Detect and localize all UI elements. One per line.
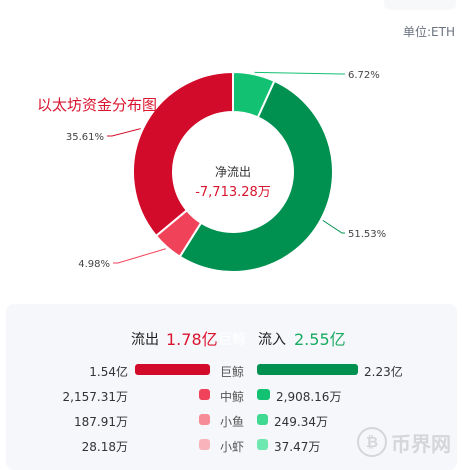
top-tab-stub [384, 0, 456, 10]
donut-slice [178, 79, 334, 273]
inflow-label: 流入 [258, 332, 286, 348]
outflow-value: 2,157.31万 [62, 390, 128, 404]
inflow-total: 2.55亿 [294, 330, 346, 349]
unit-label: 单位:ETH [403, 25, 455, 39]
outflow-value: 1.54亿 [89, 365, 128, 379]
row-whale: 1.54亿 巨鲸 2.23亿 [6, 360, 457, 380]
inflow-value: 249.34万 [274, 415, 328, 429]
outflow-total: 1.78亿 [166, 330, 218, 349]
category-label: 巨鲸 [219, 365, 244, 379]
outflow-bar [199, 439, 210, 450]
inflow-bar [257, 439, 268, 450]
outflow-label: 流出 [131, 332, 159, 348]
outflow-value: 187.91万 [74, 415, 128, 429]
row-shrimp: 28.18万 小虾 37.47万 [6, 435, 457, 455]
category-label: 中鲸 [219, 390, 244, 404]
inflow-value: 2,908.16万 [276, 390, 342, 404]
slice-label: 51.53% [348, 229, 386, 240]
category-label: 小鱼 [219, 415, 244, 429]
distribution-panel: 流出 1.78亿 巨鲸 流入 2.55亿 1.54亿 巨鲸 2.23亿 2,15… [6, 304, 457, 470]
row-mid-whale: 2,157.31万 中鲸 2,908.16万 [6, 385, 457, 405]
slice-leader-line [322, 219, 345, 234]
inflow-bar [257, 414, 268, 425]
outflow-value: 28.18万 [81, 440, 128, 454]
inflow-bar [257, 389, 270, 400]
donut-slice [132, 70, 234, 238]
slice-leader-line [254, 71, 345, 75]
outflow-bar [135, 364, 210, 375]
row-small-fish: 187.91万 小鱼 249.34万 [6, 410, 457, 430]
slice-label: 35.61% [66, 132, 104, 143]
donut-chart: 6.72% 51.53% 4.98% 35.61% 净流出 -7,713.28万 [66, 70, 386, 273]
bitcoin-icon: ₿ [357, 427, 387, 457]
watermark-text: 币界网 [391, 432, 451, 456]
slice-label: 6.72% [348, 70, 380, 81]
center-label: 净流出 [215, 165, 251, 179]
inflow-value: 37.47万 [274, 440, 321, 454]
inflow-value: 2.23亿 [364, 365, 403, 379]
slice-leader-line [107, 128, 141, 137]
outflow-bar [199, 414, 210, 425]
watermark-logo: ₿ 币界网 [353, 424, 457, 458]
category-label: 小虾 [219, 440, 244, 454]
center-value: -7,713.28万 [195, 185, 271, 200]
totals-row: 流出 1.78亿 巨鲸 流入 2.55亿 [6, 326, 457, 349]
outflow-bar [199, 389, 210, 400]
chart-title: 以太坊资金分布图 [37, 96, 158, 114]
totals-center-label: 巨鲸 [218, 332, 246, 348]
slice-label: 4.98% [78, 259, 110, 270]
slice-leader-line [113, 248, 166, 264]
inflow-bar [257, 364, 358, 375]
